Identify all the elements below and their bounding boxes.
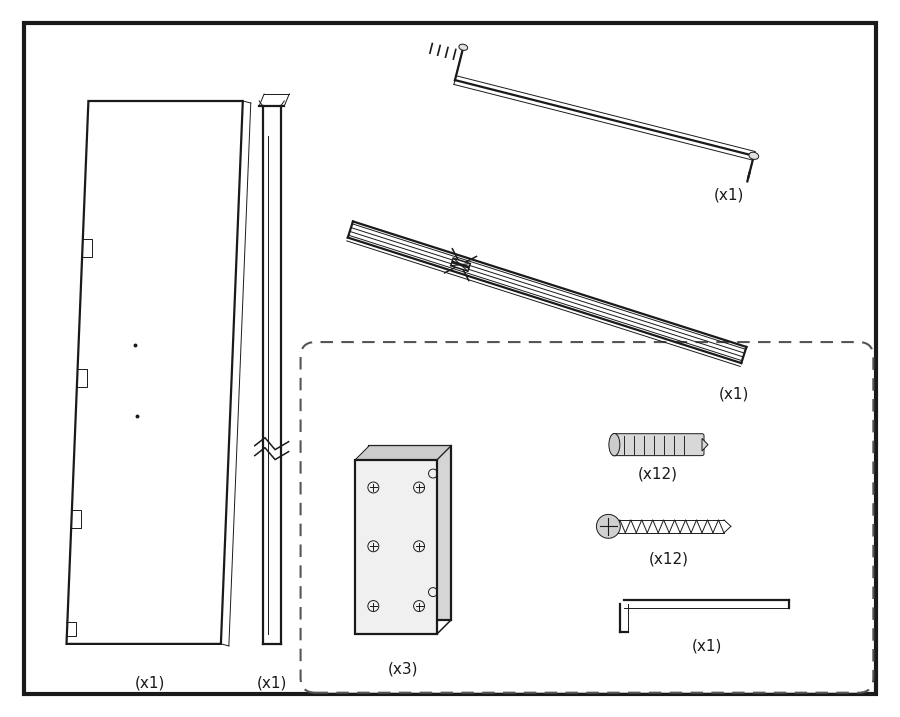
Polygon shape — [369, 446, 451, 620]
FancyBboxPatch shape — [612, 434, 704, 455]
Ellipse shape — [609, 434, 620, 456]
Text: (x1): (x1) — [719, 387, 749, 402]
Polygon shape — [67, 101, 243, 644]
Text: (x12): (x12) — [638, 467, 679, 482]
Circle shape — [597, 514, 620, 538]
Text: (x1): (x1) — [135, 675, 166, 690]
FancyBboxPatch shape — [301, 342, 873, 693]
Ellipse shape — [749, 152, 759, 159]
Ellipse shape — [459, 44, 468, 50]
Polygon shape — [451, 258, 471, 271]
Polygon shape — [356, 460, 437, 634]
Polygon shape — [356, 446, 451, 460]
Text: (x1): (x1) — [256, 675, 287, 690]
Text: (x12): (x12) — [649, 551, 689, 566]
Text: (x3): (x3) — [388, 662, 418, 677]
FancyBboxPatch shape — [23, 24, 877, 693]
Text: (x1): (x1) — [691, 639, 722, 654]
Text: (x1): (x1) — [714, 188, 744, 203]
Polygon shape — [702, 438, 708, 451]
